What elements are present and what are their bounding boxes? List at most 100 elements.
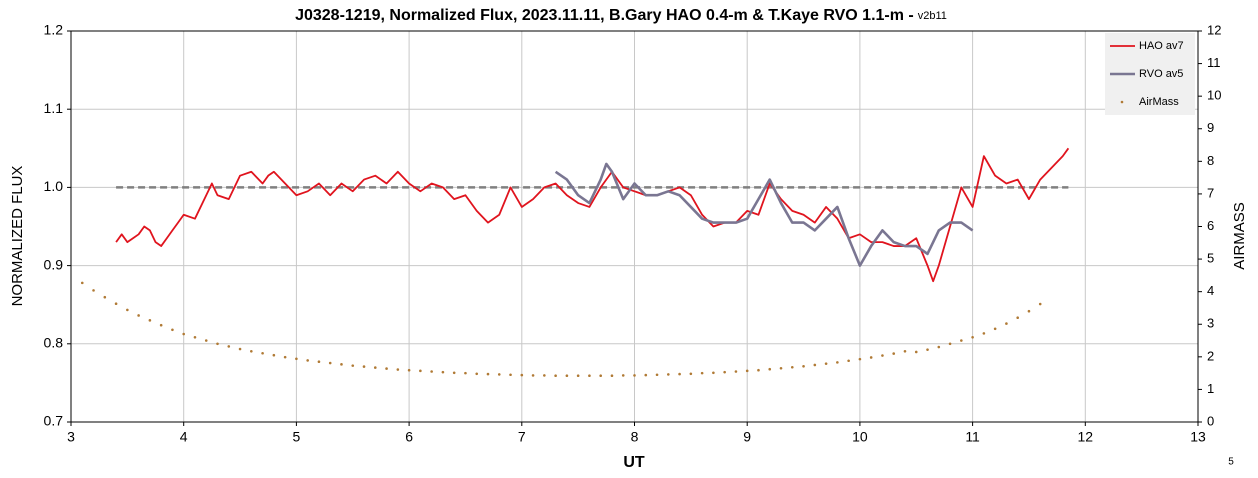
airmass-point bbox=[700, 371, 704, 375]
airmass-point bbox=[993, 327, 997, 331]
airmass-point bbox=[362, 365, 366, 368]
airmass-point bbox=[621, 374, 625, 377]
x-tick-label: 13 bbox=[1190, 429, 1206, 445]
airmass-point bbox=[351, 364, 355, 367]
airmass-point bbox=[1005, 322, 1008, 325]
airmass-point bbox=[497, 373, 501, 376]
y2-tick-label: 6 bbox=[1207, 218, 1214, 233]
airmass-point bbox=[790, 365, 794, 369]
version-label: v2b11 bbox=[918, 10, 947, 22]
airmass-point bbox=[937, 345, 941, 349]
airmass-point bbox=[171, 328, 174, 332]
airmass-point bbox=[881, 354, 884, 357]
x-tick-label: 10 bbox=[852, 429, 868, 445]
airmass-point bbox=[148, 319, 152, 322]
airmass-point bbox=[757, 368, 760, 372]
airmass-point bbox=[712, 371, 715, 375]
airmass-point bbox=[1016, 316, 1019, 320]
airmass-point bbox=[1027, 309, 1031, 313]
airmass-point bbox=[734, 370, 738, 373]
airmass-point bbox=[419, 369, 422, 373]
airmass-point bbox=[869, 356, 873, 359]
airmass-point bbox=[531, 374, 535, 377]
airmass-point bbox=[858, 357, 862, 361]
airmass-point bbox=[610, 374, 614, 378]
airmass-point bbox=[948, 342, 952, 346]
series-line bbox=[115, 147, 1070, 283]
x-tick-label: 7 bbox=[518, 429, 526, 445]
airmass-point bbox=[250, 349, 253, 353]
airmass-point bbox=[227, 345, 231, 348]
x-tick-label: 4 bbox=[180, 429, 188, 445]
y2-tick-label: 0 bbox=[1207, 413, 1214, 428]
airmass-point bbox=[441, 370, 445, 374]
airmass-point bbox=[295, 357, 298, 361]
airmass-point bbox=[588, 374, 591, 378]
airmass-point bbox=[644, 373, 648, 377]
airmass-point bbox=[238, 347, 242, 351]
airmass-point bbox=[373, 366, 377, 369]
x-tick-label: 11 bbox=[965, 429, 980, 445]
airmass-point bbox=[824, 362, 828, 365]
airmass-point bbox=[1038, 302, 1042, 306]
plot-frame bbox=[70, 30, 1199, 423]
y-tick-label: 0.7 bbox=[44, 413, 64, 429]
airmass-point bbox=[802, 364, 805, 368]
airmass-point bbox=[779, 366, 783, 370]
y2-tick-label: 1 bbox=[1207, 381, 1214, 396]
y2-tick-label: 7 bbox=[1207, 185, 1214, 200]
airmass-point bbox=[520, 373, 524, 377]
airmass-point bbox=[599, 374, 602, 378]
airmass-point bbox=[430, 370, 433, 373]
y2-tick-label: 4 bbox=[1207, 283, 1214, 298]
chart-title-group: J0328-1219, Normalized Flux, 2023.11.11,… bbox=[295, 7, 947, 24]
airmass-point bbox=[576, 374, 580, 378]
y2-tick-label: 12 bbox=[1207, 22, 1221, 37]
airmass-point bbox=[745, 369, 749, 373]
airmass-point bbox=[126, 308, 129, 312]
airmass-point bbox=[847, 359, 850, 363]
airmass-point bbox=[306, 359, 309, 362]
x-axis-label: UT bbox=[623, 454, 645, 471]
airmass-point bbox=[892, 352, 896, 355]
airmass-point bbox=[261, 351, 264, 355]
airmass-point bbox=[114, 302, 118, 306]
y-axis-label: NORMALIZED FLUX bbox=[9, 166, 26, 307]
airmass-point bbox=[768, 367, 772, 371]
airmass-point bbox=[182, 332, 185, 336]
airmass-point bbox=[971, 335, 974, 339]
x-tick-label: 3 bbox=[67, 429, 75, 445]
airmass-point bbox=[340, 363, 343, 366]
airmass-point bbox=[272, 353, 276, 357]
airmass-point bbox=[667, 373, 670, 376]
airmass-point bbox=[216, 342, 219, 346]
x-tick-label: 5 bbox=[293, 429, 301, 445]
airmass-point bbox=[554, 374, 557, 378]
airmass-point bbox=[475, 372, 479, 376]
airmass-point bbox=[159, 323, 163, 327]
airmass-point bbox=[836, 361, 839, 364]
airmass-point bbox=[903, 349, 907, 353]
y2-tick-label: 3 bbox=[1207, 316, 1214, 331]
airmass-point bbox=[385, 367, 388, 370]
airmass-point bbox=[464, 371, 467, 375]
y2-tick-label: 10 bbox=[1207, 88, 1221, 103]
legend-label: AirMass bbox=[1139, 96, 1179, 108]
y-tick-label: 1.1 bbox=[44, 100, 64, 116]
airmass-point bbox=[633, 374, 636, 377]
y-tick-label: 0.9 bbox=[44, 256, 64, 272]
legend-label: RVO av5 bbox=[1139, 68, 1183, 80]
airmass-point bbox=[80, 281, 84, 285]
airmass-point bbox=[103, 295, 107, 299]
y-tick-label: 1.0 bbox=[44, 178, 64, 194]
airmass-point bbox=[486, 372, 490, 376]
airmass-point bbox=[926, 348, 929, 351]
airmass-point bbox=[396, 368, 400, 371]
y2-tick-label: 9 bbox=[1207, 120, 1214, 135]
x-tick-label: 12 bbox=[1078, 429, 1094, 445]
airmass-point bbox=[407, 368, 411, 372]
airmass-point bbox=[689, 372, 693, 376]
airmass-point bbox=[960, 339, 963, 342]
